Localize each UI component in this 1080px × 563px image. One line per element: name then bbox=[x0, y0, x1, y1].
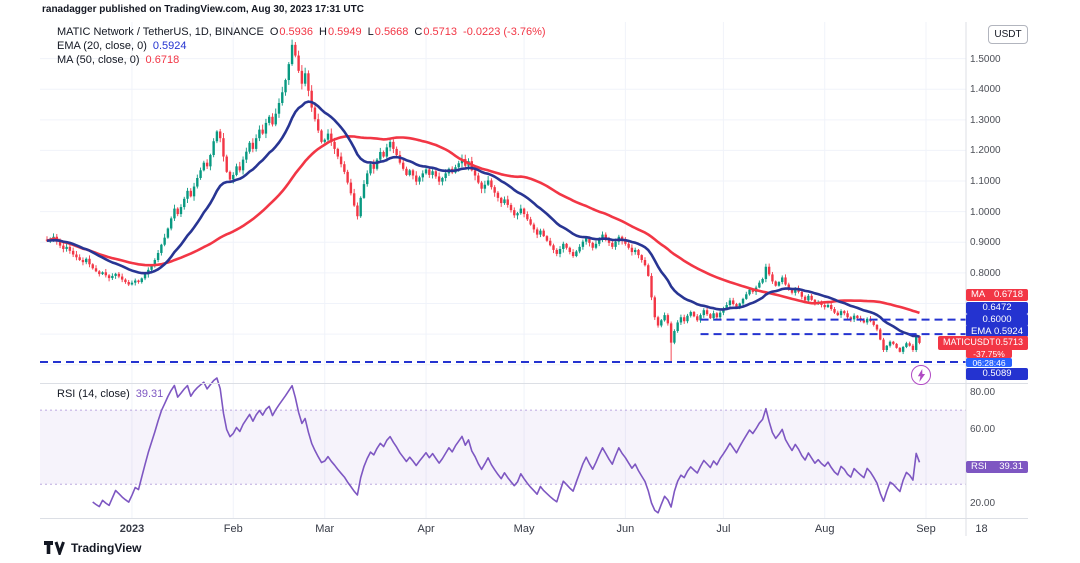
lightning-bolt-icon bbox=[917, 368, 925, 382]
ema-20-line bbox=[46, 100, 920, 338]
price-tick-label: 1.1000 bbox=[970, 176, 1001, 188]
low-pair: L 0.5668 bbox=[367, 25, 409, 38]
level-badge-6472: 0.6472 bbox=[966, 301, 1028, 314]
time-axis-label: 2023 bbox=[119, 523, 145, 535]
ema-value: 0.5924 bbox=[152, 39, 187, 52]
bar-countdown-badge: 06:28:46 bbox=[966, 358, 1012, 368]
time-axis-label: Sep bbox=[916, 523, 936, 535]
rsi-value: 39.31 bbox=[135, 388, 164, 400]
price-tick-label: 1.0000 bbox=[970, 206, 1001, 218]
price-tick-label: 1.4000 bbox=[970, 84, 1001, 96]
rsi-plot bbox=[40, 377, 966, 514]
time-axis-label: Mar bbox=[315, 523, 335, 535]
panel-frame-lines bbox=[40, 22, 1028, 536]
level-badge-5089: 0.5089 bbox=[966, 367, 1028, 380]
rsi-value-badge: RSI 39.31 bbox=[966, 460, 1028, 473]
time-axis-label: Jul bbox=[716, 523, 731, 535]
change-percent-badge: -37.75% bbox=[966, 349, 1012, 359]
rsi-legend-row[interactable]: RSI (14, close) 39.31 bbox=[57, 388, 163, 400]
close-pair: C 0.5713 bbox=[414, 25, 458, 38]
level-badge-6000: 0.6000 bbox=[966, 314, 1028, 327]
ma-value: 0.6718 bbox=[145, 53, 180, 66]
currency-unit-button[interactable]: USDT bbox=[988, 25, 1028, 44]
last-price-badge: MATICUSDT 0.5713 bbox=[938, 335, 1028, 350]
time-axis-label: May bbox=[513, 523, 535, 535]
price-tick-label: 0.9000 bbox=[970, 237, 1001, 249]
rsi-tick-label: 60.00 bbox=[970, 423, 996, 435]
time-axis-label: Aug bbox=[814, 523, 835, 535]
tradingview-logo-icon bbox=[44, 541, 65, 555]
grid-lines bbox=[40, 22, 966, 518]
symbol-title: MATIC Network / TetherUS, 1D, BINANCE bbox=[57, 25, 264, 38]
change-value: -0.0223 (-3.76%) bbox=[463, 25, 546, 38]
rsi-tick-label: 20.00 bbox=[970, 497, 996, 509]
ma-value-badge: MA 0.6718 bbox=[966, 289, 1028, 302]
rsi-label: RSI (14, close) bbox=[57, 388, 130, 400]
tradingview-logo[interactable]: TradingView bbox=[44, 540, 141, 555]
price-tick-label: 0.8000 bbox=[970, 267, 1001, 279]
time-axis-label: 18 bbox=[975, 523, 988, 535]
ema-value-badge: EMA 0.5924 bbox=[966, 325, 1028, 338]
candlestick-series bbox=[45, 39, 921, 362]
rsi-tick-label: 80.00 bbox=[970, 386, 996, 398]
open-pair: O 0.5936 bbox=[269, 25, 314, 38]
ema-label: EMA (20, close, 0) bbox=[57, 39, 147, 52]
publish-attribution: ranadagger published on TradingView.com,… bbox=[42, 4, 364, 15]
price-tick-label: 1.5000 bbox=[970, 53, 1001, 65]
ema-legend-row[interactable]: EMA (20, close, 0) 0.5924 bbox=[57, 39, 546, 52]
time-axis-label: Feb bbox=[223, 523, 243, 535]
time-axis-label: Apr bbox=[417, 523, 435, 535]
high-pair: H 0.5949 bbox=[319, 25, 362, 38]
price-tick-label: 1.2000 bbox=[970, 145, 1001, 157]
price-tick-label: 1.3000 bbox=[970, 114, 1001, 126]
ma-label: MA (50, close, 0) bbox=[57, 53, 140, 66]
flash-alert-icon[interactable] bbox=[911, 365, 931, 385]
support-level-lines bbox=[40, 318, 966, 363]
tradingview-logo-text: TradingView bbox=[71, 540, 142, 555]
time-axis-label: Jun bbox=[616, 523, 635, 535]
ma-50-line bbox=[46, 135, 920, 315]
ma-legend-row[interactable]: MA (50, close, 0) 0.6718 bbox=[57, 53, 546, 66]
